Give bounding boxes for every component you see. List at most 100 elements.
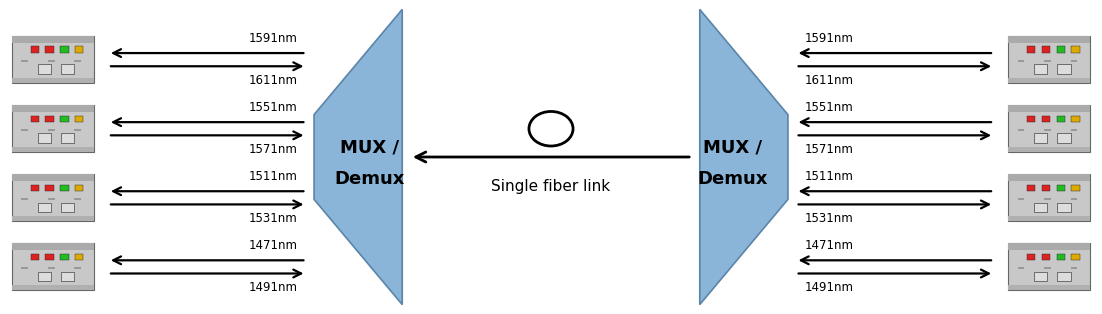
Bar <box>1007 216 1090 221</box>
Bar <box>1018 129 1024 131</box>
Text: Demux: Demux <box>334 170 404 188</box>
Bar <box>1018 60 1024 62</box>
Text: 1611nm: 1611nm <box>249 74 298 87</box>
Bar <box>12 105 94 152</box>
Text: 1551nm: 1551nm <box>249 101 298 114</box>
Bar <box>1071 60 1078 62</box>
Bar <box>1007 174 1090 221</box>
Bar <box>12 78 94 83</box>
Bar <box>1018 198 1024 200</box>
Bar <box>1027 185 1035 191</box>
Bar <box>48 268 55 269</box>
Bar <box>1071 254 1080 260</box>
Bar <box>1057 46 1065 52</box>
Bar <box>1027 116 1035 122</box>
Bar <box>75 254 84 260</box>
Bar <box>31 46 39 52</box>
Text: 1511nm: 1511nm <box>249 171 298 183</box>
Bar <box>45 116 54 122</box>
Bar <box>61 46 68 52</box>
Text: MUX /: MUX / <box>703 138 763 157</box>
Bar <box>12 147 94 152</box>
Bar <box>31 254 39 260</box>
Bar <box>31 185 39 191</box>
Bar <box>37 272 51 281</box>
Text: 1531nm: 1531nm <box>249 212 298 225</box>
Bar <box>1034 272 1047 281</box>
Bar <box>12 243 94 251</box>
Bar <box>1027 254 1035 260</box>
Bar <box>75 185 84 191</box>
Bar <box>1007 243 1090 251</box>
Bar <box>1007 174 1090 181</box>
Bar <box>1057 272 1070 281</box>
Text: 1571nm: 1571nm <box>804 143 853 156</box>
Bar <box>37 203 51 212</box>
Bar <box>75 268 82 269</box>
Bar <box>1007 36 1090 43</box>
Bar <box>22 60 29 62</box>
Bar <box>12 243 94 290</box>
Text: Demux: Demux <box>698 170 768 188</box>
Bar <box>12 36 94 83</box>
Text: 1471nm: 1471nm <box>804 240 853 252</box>
Bar <box>12 36 94 43</box>
Bar <box>1057 254 1065 260</box>
Bar <box>1034 203 1047 212</box>
Bar <box>1071 129 1078 131</box>
Bar <box>1044 198 1051 200</box>
Bar <box>75 46 84 52</box>
Bar <box>1034 64 1047 74</box>
Text: Single fiber link: Single fiber link <box>491 179 611 194</box>
Bar <box>1041 185 1050 191</box>
Bar <box>48 129 55 131</box>
Text: 1531nm: 1531nm <box>804 212 853 225</box>
Bar <box>45 185 54 191</box>
Bar <box>1071 46 1080 52</box>
Bar <box>48 198 55 200</box>
Text: 1491nm: 1491nm <box>249 281 298 294</box>
Bar <box>1041 46 1050 52</box>
Bar <box>1007 285 1090 290</box>
Bar <box>45 46 54 52</box>
Bar <box>62 272 75 281</box>
Bar <box>1044 268 1051 269</box>
Bar <box>1044 129 1051 131</box>
Bar <box>62 133 75 143</box>
Polygon shape <box>314 9 402 305</box>
Bar <box>1007 36 1090 83</box>
Bar <box>1057 185 1065 191</box>
Bar <box>37 133 51 143</box>
Bar <box>75 129 82 131</box>
Text: 1511nm: 1511nm <box>804 171 853 183</box>
Bar <box>75 116 84 122</box>
Text: 1551nm: 1551nm <box>804 101 853 114</box>
Bar <box>1057 133 1070 143</box>
Bar <box>62 64 75 74</box>
Bar <box>1044 60 1051 62</box>
Bar <box>22 129 29 131</box>
Bar <box>22 268 29 269</box>
Bar <box>1041 116 1050 122</box>
Bar <box>75 60 82 62</box>
Text: 1591nm: 1591nm <box>249 32 298 45</box>
Bar <box>12 174 94 181</box>
Bar <box>48 60 55 62</box>
Bar <box>1034 133 1047 143</box>
Bar <box>12 105 94 112</box>
Bar <box>1071 116 1080 122</box>
Bar <box>1007 78 1090 83</box>
Bar <box>75 198 82 200</box>
Bar <box>1041 254 1050 260</box>
Polygon shape <box>700 9 788 305</box>
Bar <box>1057 203 1070 212</box>
Bar <box>61 116 68 122</box>
Text: 1591nm: 1591nm <box>804 32 853 45</box>
Bar <box>61 185 68 191</box>
Bar <box>1007 105 1090 112</box>
Bar <box>61 254 68 260</box>
Bar <box>1057 64 1070 74</box>
Bar <box>37 64 51 74</box>
Bar <box>1007 147 1090 152</box>
Bar <box>1071 185 1080 191</box>
